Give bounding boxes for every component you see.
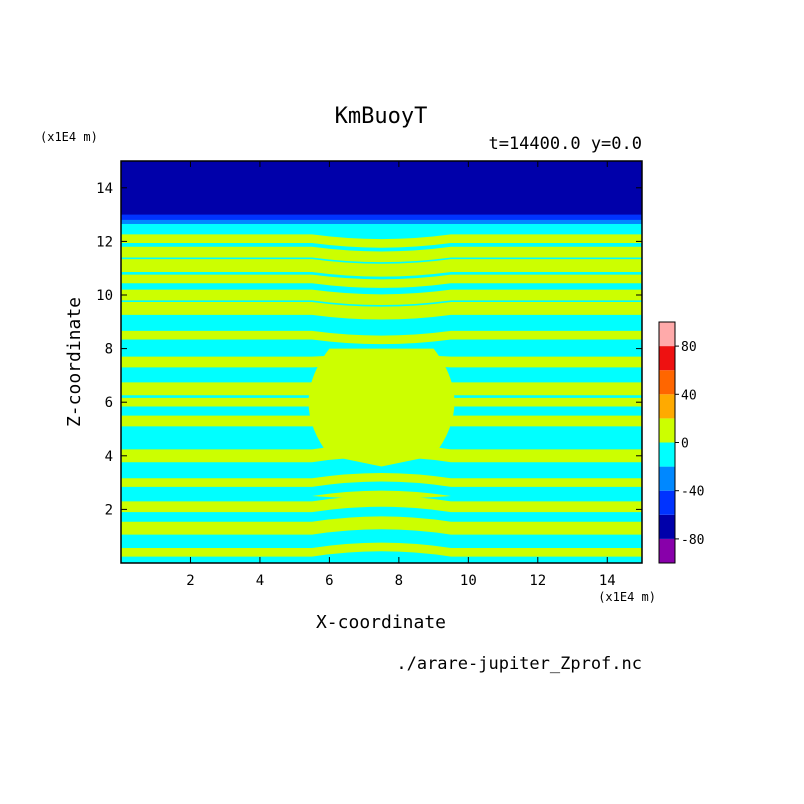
central-positive-region — [308, 348, 455, 467]
x-tick-label: 14 — [599, 573, 616, 589]
x-unit-label: (x1E4 m) — [598, 590, 656, 604]
positive-band — [121, 234, 642, 248]
colorbar-label: 80 — [681, 340, 697, 355]
colorbar-label: -40 — [681, 485, 704, 500]
colorbar-cell — [659, 322, 675, 347]
x-tick-label: 8 — [395, 573, 403, 589]
y-tick-label: 14 — [96, 181, 113, 197]
colorbar-cell — [659, 442, 675, 467]
colorbar-cell — [659, 370, 675, 395]
y-tick-label: 12 — [96, 234, 113, 250]
x-tick-label: 10 — [460, 573, 477, 589]
y-tick-label: 4 — [105, 449, 113, 465]
source-file-label: ./arare-jupiter_Zprof.nc — [396, 654, 642, 674]
y-axis-label: Z-coordinate — [64, 297, 85, 427]
positive-band — [121, 259, 642, 277]
y-tick-label: 2 — [105, 502, 113, 518]
colorbar-cell — [659, 394, 675, 419]
y-axis: 2 4 6 8 10 12 14 — [96, 181, 642, 518]
x-axis-label: X-coordinate — [316, 612, 446, 633]
plot-frame — [120, 160, 643, 564]
colorbar-cell — [659, 466, 675, 491]
plot-area — [121, 161, 642, 563]
colorbar-label: 40 — [681, 388, 697, 403]
chart-subtitle: t=14400.0 y=0.0 — [488, 134, 642, 154]
positive-band — [121, 274, 642, 288]
positive-band — [121, 301, 642, 320]
positive-band — [121, 516, 642, 535]
upper-negative-layer — [121, 161, 642, 219]
x-axis: 2 4 6 8 10 12 14 — [186, 161, 616, 589]
upper-transition-band — [121, 214, 642, 220]
central-positive-lens — [312, 490, 451, 499]
positive-band — [121, 246, 642, 263]
positive-band — [121, 496, 642, 513]
y-tick-label: 10 — [96, 288, 113, 304]
positive-band — [121, 542, 642, 557]
colorbar-label: 0 — [681, 437, 689, 452]
colorbar-cell — [659, 538, 675, 563]
positive-band — [121, 330, 642, 345]
colorbar-label: -80 — [681, 533, 704, 548]
colorbar-cell — [659, 346, 675, 371]
x-tick-label: 6 — [325, 573, 333, 589]
x-tick-label: 2 — [186, 573, 194, 589]
x-tick-label: 4 — [256, 573, 264, 589]
x-tick-label: 12 — [529, 573, 546, 589]
chart-title: KmBuoyT — [335, 104, 428, 129]
z-unit-label: (x1E4 m) — [40, 130, 98, 144]
colorbar-cell — [659, 514, 675, 539]
y-tick-label: 6 — [105, 395, 113, 411]
positive-band — [121, 472, 642, 487]
y-tick-label: 8 — [105, 342, 113, 358]
colorbar: 80 40 0 -40 -80 — [658, 321, 704, 564]
colorbar-cell — [659, 418, 675, 443]
positive-band — [121, 289, 642, 306]
upper-transition-band — [121, 219, 642, 224]
colorbar-cell — [659, 490, 675, 515]
